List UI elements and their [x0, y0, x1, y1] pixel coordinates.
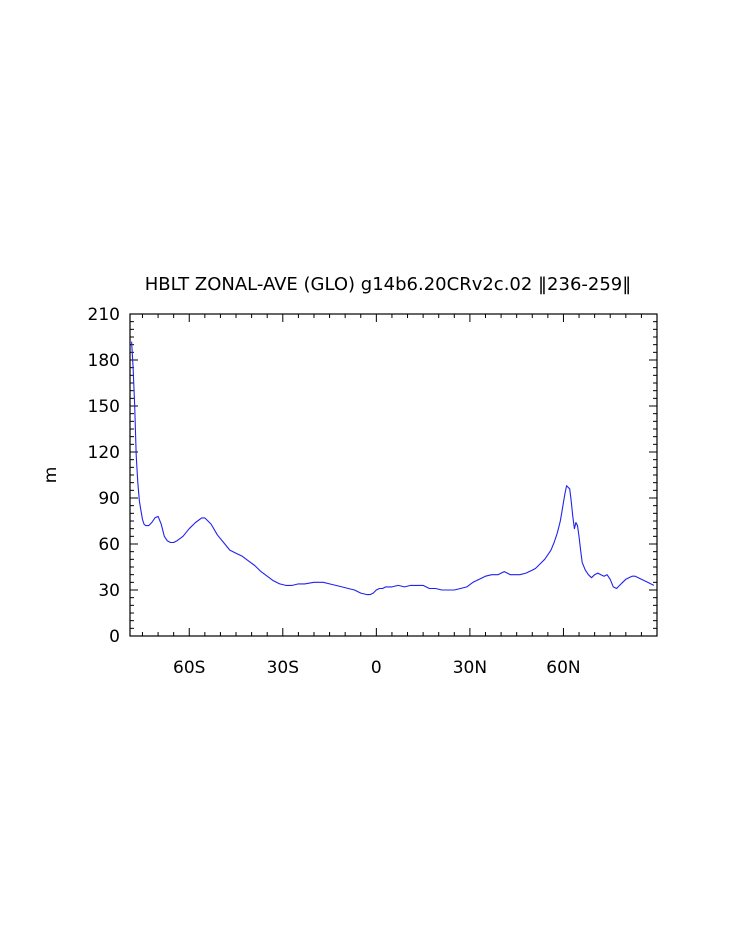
- series-line: [131, 341, 655, 596]
- chart-title: HBLT ZONAL-AVE (GLO) g14b6.20CRv2c.02 ‖2…: [145, 274, 632, 295]
- y-tick-label: 60: [98, 535, 120, 555]
- x-tick-label: 60S: [173, 658, 205, 678]
- ticks-layer: [130, 313, 658, 637]
- y-tick-label: 120: [88, 443, 120, 463]
- plot-frame: [129, 313, 658, 637]
- y-tick-label: 90: [98, 489, 120, 509]
- tick-labels-layer: 0 30 60 90 120 150 180 210 60S 30S 0 30N 60N: [88, 305, 581, 678]
- y-tick-label: 180: [88, 351, 120, 371]
- y-tick-label: 0: [109, 627, 120, 647]
- y-axis-label: m: [41, 467, 61, 484]
- x-tick-label: 0: [371, 658, 382, 678]
- x-tick-label: 30N: [453, 658, 487, 678]
- y-tick-label: 210: [88, 305, 120, 325]
- y-tick-label: 150: [88, 397, 120, 417]
- x-tick-label: 60N: [546, 658, 580, 678]
- x-tick-label: 30S: [267, 658, 299, 678]
- y-tick-label: 30: [98, 581, 120, 601]
